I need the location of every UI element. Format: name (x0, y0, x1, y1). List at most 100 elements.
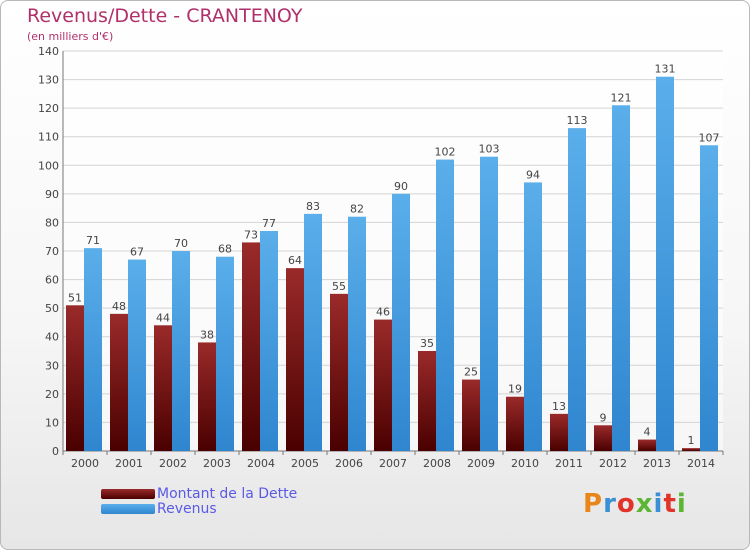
x-tick-label: 2014 (687, 457, 715, 470)
proxiti-logo: Proxiti (583, 489, 687, 519)
x-tick-label: 2013 (643, 457, 671, 470)
data-label-debt-2009: 25 (464, 366, 478, 379)
bar-revenue-2000 (84, 248, 102, 451)
data-label-debt-2005: 64 (288, 254, 302, 267)
data-label-debt-2001: 48 (112, 300, 126, 313)
data-label-debt-2008: 35 (420, 337, 434, 350)
bar-revenue-2012 (612, 105, 630, 452)
x-tick-label: 2004 (247, 457, 275, 470)
data-label-revenue-2008: 102 (435, 146, 456, 159)
bar-debt-2011 (550, 413, 568, 451)
bar-debt-2001 (110, 313, 128, 451)
data-label-debt-2011: 13 (552, 400, 566, 413)
data-label-revenue-2007: 90 (394, 180, 408, 193)
bar-revenue-2010 (524, 182, 542, 451)
bar-revenue-2006 (348, 216, 366, 451)
data-label-revenue-2006: 82 (350, 203, 364, 216)
bar-revenue-2007 (392, 193, 410, 451)
bar-debt-2002 (154, 325, 172, 451)
legend-item-revenue: Revenus (101, 500, 297, 517)
bar-revenue-2001 (128, 259, 146, 451)
x-tick-label: 2003 (203, 457, 231, 470)
data-label-revenue-2005: 83 (306, 200, 320, 213)
bar-debt-2008 (418, 351, 436, 451)
y-tick-label: 80 (45, 216, 59, 229)
y-tick-label: 90 (45, 188, 59, 201)
y-tick-label: 130 (38, 74, 59, 87)
bar-debt-2014 (682, 448, 700, 451)
data-label-debt-2002: 44 (156, 311, 170, 324)
y-tick-label: 10 (45, 416, 59, 429)
data-labels: 51 71 48 67 44 70 38 68 73 77 64 83 55 82 46 90 35 102 25 1… (68, 63, 720, 447)
chart-title: Revenus/Dette - CRANTENOY (27, 5, 303, 27)
data-label-revenue-2014: 107 (699, 131, 720, 144)
x-tick-label: 2001 (115, 457, 143, 470)
data-label-debt-2010: 19 (508, 383, 522, 396)
x-tick-label: 2000 (71, 457, 99, 470)
bar-revenue-2003 (216, 256, 234, 451)
data-label-revenue-2009: 103 (479, 143, 500, 156)
bar-debt-2005 (286, 268, 304, 451)
x-tick-label: 2005 (291, 457, 319, 470)
x-tick-label: 2002 (159, 457, 187, 470)
data-label-debt-2014: 1 (688, 434, 695, 447)
bar-debt-2012 (594, 425, 612, 451)
bar-revenue-2002 (172, 251, 190, 451)
y-tick-label: 0 (52, 445, 59, 458)
y-tick-label: 100 (38, 159, 59, 172)
data-label-revenue-2012: 121 (611, 91, 632, 104)
legend-label-debt: Montant de la Dette (157, 485, 298, 502)
data-label-revenue-2010: 94 (526, 168, 540, 181)
data-label-revenue-2003: 68 (218, 243, 232, 256)
bar-debt-2000 (66, 305, 84, 451)
y-tick-label: 30 (45, 359, 59, 372)
bar-debt-2003 (198, 342, 216, 451)
legend-swatch-revenue (101, 503, 155, 514)
bar-revenue-2011 (568, 128, 586, 451)
bar-revenue-2009 (480, 156, 498, 451)
bar-revenue-2008 (436, 159, 454, 452)
bar-debt-2010 (506, 396, 524, 451)
x-tick-label: 2012 (599, 457, 627, 470)
y-tick-label: 110 (38, 131, 59, 144)
y-tick-label: 50 (45, 302, 59, 315)
x-tick-label: 2011 (555, 457, 583, 470)
bar-revenue-2004 (260, 231, 278, 451)
y-tick-label: 120 (38, 102, 59, 115)
data-label-revenue-2002: 70 (174, 237, 188, 250)
data-label-revenue-2000: 71 (86, 234, 100, 247)
bar-revenue-2013 (656, 76, 674, 451)
bar-debt-2013 (638, 439, 656, 451)
bar-revenue-2014 (700, 145, 718, 452)
chart-subtitle: (en milliers d'€) (27, 30, 114, 43)
legend-swatch-debt (101, 488, 155, 499)
x-tick-label: 2006 (335, 457, 363, 470)
x-tick-label: 2009 (467, 457, 495, 470)
legend-label-revenue: Revenus (157, 500, 217, 517)
bar-debt-2006 (330, 293, 348, 451)
data-label-revenue-2011: 113 (567, 114, 588, 127)
y-tick-label: 40 (45, 331, 59, 344)
data-label-debt-2006: 55 (332, 280, 346, 293)
y-tick-label: 20 (45, 388, 59, 401)
y-tick-label: 140 (38, 45, 59, 58)
data-label-debt-2012: 9 (600, 411, 607, 424)
data-label-debt-2013: 4 (644, 426, 651, 439)
data-label-revenue-2013: 131 (655, 63, 676, 76)
bar-debt-2004 (242, 242, 260, 451)
data-label-debt-2000: 51 (68, 291, 82, 304)
data-label-revenue-2004: 77 (262, 217, 276, 230)
bars (66, 76, 718, 452)
bar-revenue-2005 (304, 213, 322, 451)
data-label-debt-2007: 46 (376, 306, 390, 319)
x-tick-label: 2010 (511, 457, 539, 470)
legend: Montant de la Dette Revenus (101, 485, 298, 517)
bar-debt-2009 (462, 379, 480, 451)
legend-item-debt: Montant de la Dette (101, 485, 298, 502)
y-tick-label: 70 (45, 245, 59, 258)
data-label-debt-2003: 38 (200, 328, 214, 341)
x-tick-label: 2007 (379, 457, 407, 470)
x-tick-label: 2008 (423, 457, 451, 470)
